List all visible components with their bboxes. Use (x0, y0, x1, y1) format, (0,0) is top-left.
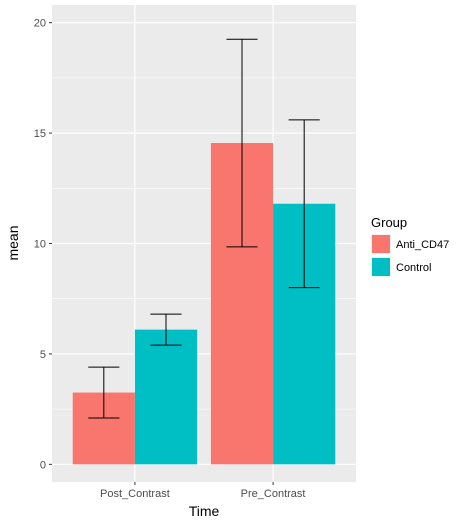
y-tick-label: 10 (34, 239, 46, 251)
error-bars (88, 38, 320, 419)
y-tick-label: 0 (40, 459, 46, 471)
legend-label: Anti_CD47 (396, 239, 449, 251)
x-tick-label: Post_Contrast (100, 488, 170, 500)
x-axis-title: Time (189, 503, 220, 519)
y-tick-label: 15 (34, 128, 46, 140)
legend-swatch (372, 258, 390, 276)
y-tick-label: 5 (40, 349, 46, 361)
legend-swatch (372, 235, 390, 253)
legend-label: Control (396, 262, 431, 274)
y-axis-title: mean (5, 225, 21, 260)
legend-title: Group (371, 215, 407, 230)
axes: 0 5 10 15 20 Post_Contrast Pre_Contrast (34, 18, 306, 500)
legend: Group Anti_CD47 Control (371, 215, 449, 277)
bar-control (134, 329, 198, 465)
legend-items: Anti_CD47 Control (371, 234, 449, 277)
y-tick-label: 20 (34, 18, 46, 30)
x-tick-label: Pre_Contrast (241, 488, 306, 500)
bars (72, 143, 336, 465)
